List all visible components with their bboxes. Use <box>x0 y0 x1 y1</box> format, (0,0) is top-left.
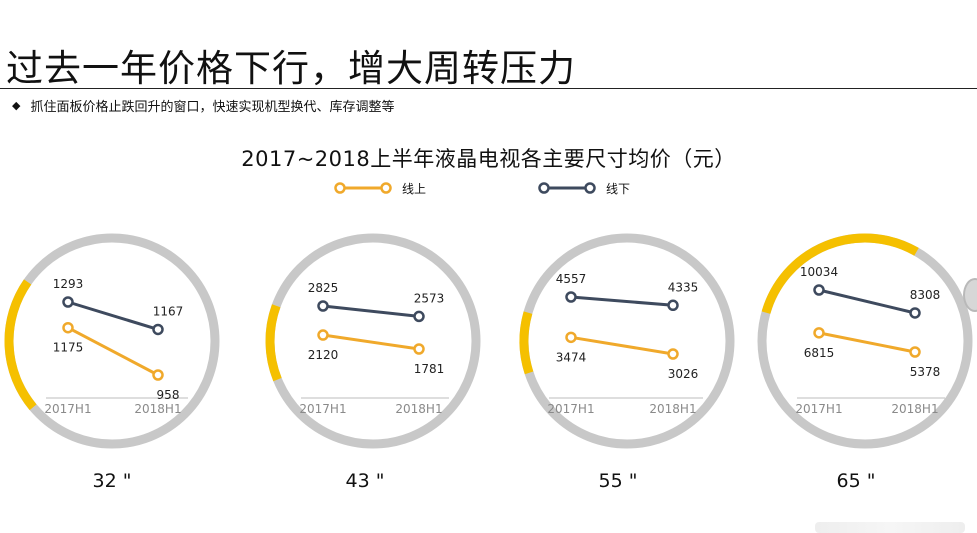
x-tick-label: 2018H1 <box>395 402 442 416</box>
legend-line-online-icon <box>334 182 392 194</box>
series-line-online <box>322 333 420 351</box>
data-label-offline: 4335 <box>668 280 699 294</box>
data-label-online: 1175 <box>53 341 84 355</box>
data-point-offline <box>413 310 425 323</box>
size-label-32: 32 " <box>92 470 132 492</box>
data-point-online <box>909 346 921 358</box>
data-point-online <box>667 348 679 360</box>
ring-track <box>4 233 220 449</box>
data-point-offline <box>909 307 921 319</box>
data-point-online <box>317 329 329 341</box>
data-label-offline: 2825 <box>308 281 339 295</box>
x-tick-label: 2017H1 <box>44 402 91 416</box>
data-label-online: 2120 <box>308 348 339 362</box>
data-label-online: 6815 <box>804 346 835 360</box>
legend-label-online: 线上 <box>402 181 427 196</box>
data-point-online <box>565 331 577 344</box>
data-point-online <box>413 343 425 355</box>
bullet-point: ◆ 抓住面板价格止跌回升的窗口，快速实现机型换代、库存调整等 <box>12 96 394 115</box>
data-label-online: 958 <box>157 388 180 402</box>
series-line-online <box>67 326 159 377</box>
data-point-offline <box>813 284 825 296</box>
data-label-offline: 1167 <box>153 304 184 318</box>
ring-accent-arc <box>519 311 534 375</box>
data-point-offline <box>152 323 164 336</box>
x-tick-label: 2017H1 <box>795 402 842 416</box>
x-tick-label: 2018H1 <box>891 402 938 416</box>
size-label-65: 65 " <box>836 470 876 492</box>
size-panel-4: 2017H1 2018H1 10034 8308 6815 5378 <box>757 233 973 449</box>
x-tick-label: 2017H1 <box>299 402 346 416</box>
data-point-online <box>813 327 825 339</box>
title-divider <box>0 88 977 89</box>
ring-accent-arc <box>265 304 282 382</box>
series-line-offline <box>818 288 916 315</box>
data-label-offline: 10034 <box>800 265 838 279</box>
data-label-online: 3026 <box>668 367 699 381</box>
x-tick-label: 2018H1 <box>134 402 181 416</box>
legend-label-offline: 线下 <box>606 181 631 196</box>
data-point-online <box>62 321 74 334</box>
chart-title: 2017~2018上半年液晶电视各主要尺寸均价（元） <box>241 147 736 171</box>
data-point-online <box>152 369 164 381</box>
data-point-offline <box>62 296 74 308</box>
data-label-offline: 8308 <box>910 288 941 302</box>
size-panel-2: 2017H1 2018H1 2825 2573 2120 1781 <box>265 233 481 449</box>
legend-item-online: 线上 <box>334 180 426 196</box>
series-line-online <box>570 335 674 356</box>
page-title: 过去一年价格下行，增大周转压力 <box>6 47 576 90</box>
data-label-offline: 1293 <box>53 277 84 291</box>
data-point-offline <box>565 291 577 303</box>
ring-accent-arc <box>761 233 919 314</box>
legend-item-offline: 线下 <box>538 180 630 196</box>
size-panel-1: 2017H1 2018H1 1293 1167 1175 958 <box>4 233 220 449</box>
data-point-offline <box>667 299 679 312</box>
data-point-offline <box>317 300 329 312</box>
legend-line-offline-icon <box>538 182 596 194</box>
size-label-55: 55 " <box>598 470 638 492</box>
series-line-offline <box>67 300 159 331</box>
x-tick-label: 2017H1 <box>547 402 594 416</box>
data-label-online: 1781 <box>414 362 445 376</box>
series-line-offline <box>570 295 674 307</box>
edge-circle-icon <box>963 278 977 312</box>
series-line-online <box>818 331 916 354</box>
size-panel-3: 2017H1 2018H1 4557 4335 3474 3026 <box>519 233 735 449</box>
ring-accent-arc <box>4 279 37 411</box>
data-label-online: 3474 <box>556 350 587 364</box>
diamond-bullet-icon: ◆ <box>12 99 21 112</box>
watermark <box>815 522 965 533</box>
data-label-offline: 2573 <box>414 291 445 305</box>
series-line-offline <box>322 304 420 318</box>
data-label-offline: 4557 <box>556 272 587 286</box>
data-label-online: 5378 <box>910 365 941 379</box>
bullet-text: 抓住面板价格止跌回升的窗口，快速实现机型换代、库存调整等 <box>30 100 395 115</box>
size-label-43: 43 " <box>345 470 385 492</box>
x-tick-label: 2018H1 <box>649 402 696 416</box>
